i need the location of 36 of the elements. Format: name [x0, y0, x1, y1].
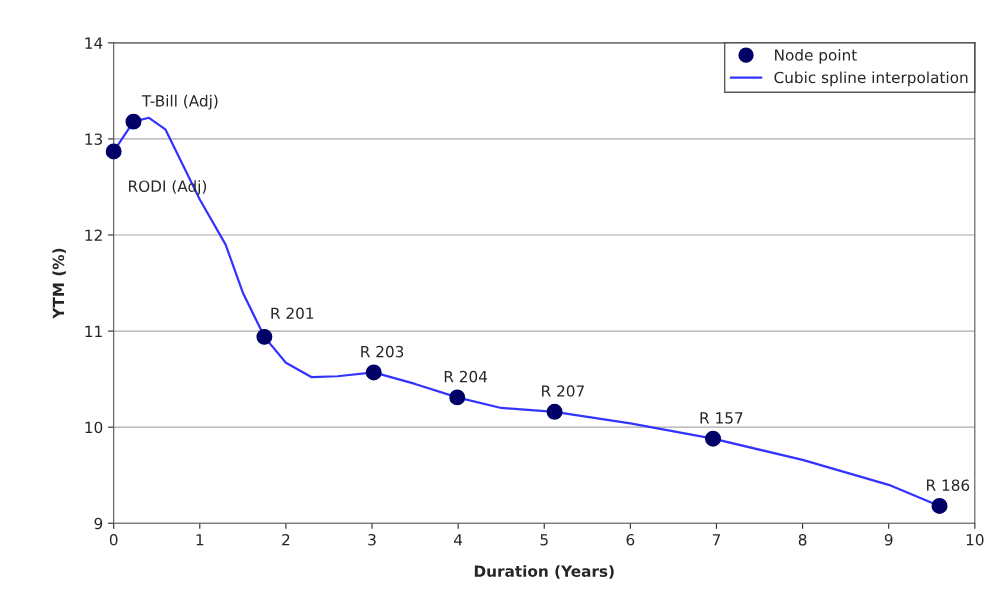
point	[125, 113, 142, 130]
legend-label: Node point	[775, 48, 857, 64]
annotation: T-Bill (Adj)	[141, 94, 218, 110]
x-tick-label: 8	[798, 533, 807, 546]
point	[705, 430, 722, 447]
annotation: R 203	[361, 345, 404, 358]
x-tick-label: 0	[109, 533, 118, 546]
x-tick-label: 6	[626, 533, 635, 546]
y-tick-label: 10	[85, 421, 103, 434]
x-tick-label: 10	[966, 533, 984, 546]
x-tick-label: 2	[282, 533, 290, 546]
x-axis-title: Duration (Years)	[474, 565, 614, 579]
annotation: R 207	[542, 385, 584, 397]
annotation: R 204	[444, 370, 488, 383]
y-tick-label: 13	[85, 133, 103, 145]
annotation: R 186	[927, 479, 970, 491]
point	[546, 403, 563, 420]
y-tick-label: 11	[85, 325, 102, 337]
point	[365, 364, 382, 381]
x-tick-label: 1	[196, 534, 204, 546]
y-tick-label: 9	[94, 517, 103, 530]
legend-label: Cubic spline interpolation	[774, 71, 968, 87]
point	[256, 328, 273, 345]
x-tick-label: 7	[712, 534, 721, 546]
x-tick-label: 5	[540, 534, 548, 546]
y-tick-label: 14	[85, 37, 103, 49]
y-axis-title: YTM (%)	[52, 248, 66, 319]
annotation: R 157	[700, 412, 743, 424]
x-tick-label: 4	[454, 534, 463, 546]
point	[449, 389, 466, 406]
x-tick-label: 9	[884, 533, 893, 546]
x-tick-label: 3	[368, 533, 376, 546]
point	[105, 143, 122, 160]
annotation: R 201	[271, 307, 314, 320]
y-tick-label: 12	[85, 229, 102, 241]
point	[931, 497, 948, 514]
